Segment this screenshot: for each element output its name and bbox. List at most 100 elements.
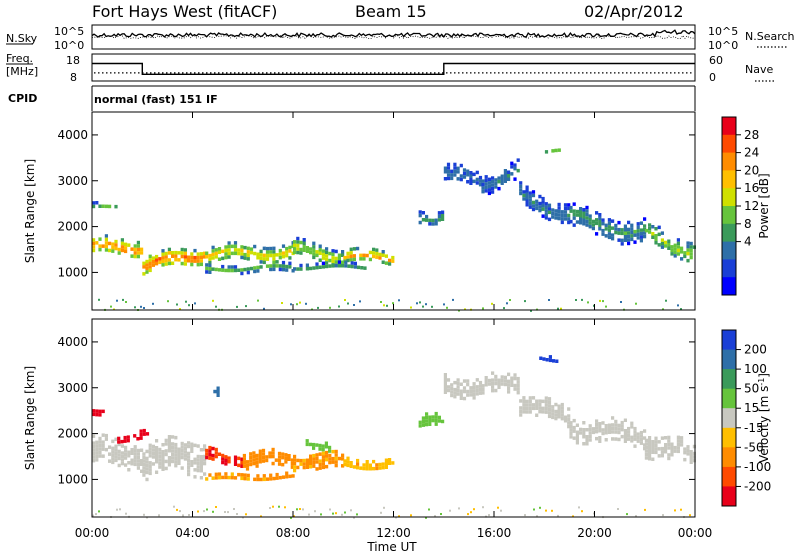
heatmap-cell — [180, 452, 184, 456]
heatmap-cell — [459, 174, 463, 178]
heatmap-cell — [158, 465, 162, 469]
heatmap-cell — [259, 253, 263, 257]
heatmap-cell — [309, 461, 313, 465]
heatmap-cell — [651, 232, 655, 236]
heatmap-cell — [145, 463, 149, 468]
heatmap-cell — [255, 460, 259, 465]
heatmap-cell — [611, 219, 615, 223]
heatmap-cell — [196, 259, 200, 263]
heatmap-cell — [148, 258, 152, 262]
heatmap-cell — [484, 189, 488, 193]
heatmap-cell — [446, 388, 451, 393]
heatmap-cell — [378, 252, 382, 257]
heatmap-cell — [262, 257, 266, 261]
heatmap-cell — [446, 162, 451, 167]
heatmap-cell — [258, 460, 262, 464]
heatmap-cell — [522, 403, 526, 407]
heatmap-cell — [136, 251, 140, 255]
heatmap-cell — [372, 251, 376, 255]
heatmap-cell — [240, 268, 244, 272]
heatmap-cell — [459, 393, 463, 397]
heatmap-cell — [125, 512, 127, 515]
heatmap-cell — [450, 386, 454, 391]
heatmap-cell — [108, 459, 112, 463]
heatmap-cell — [547, 207, 552, 211]
heatmap-cell — [98, 454, 102, 458]
heatmap-cell — [197, 510, 199, 513]
heatmap-cell — [269, 267, 273, 272]
heatmap-cell — [648, 450, 652, 454]
heatmap-cell — [268, 451, 272, 455]
heatmap-cell — [177, 454, 181, 458]
heatmap-cell — [494, 378, 498, 382]
heatmap-cell — [676, 238, 680, 242]
heatmap-cell — [136, 455, 140, 460]
heatmap-cell — [346, 255, 350, 259]
heatmap-cell — [120, 451, 124, 455]
heatmap-cell — [428, 419, 432, 423]
heatmap-cell — [161, 460, 165, 464]
heatmap-cell — [541, 200, 545, 204]
heatmap-cell — [643, 443, 647, 447]
heatmap-cell — [525, 185, 529, 189]
heatmap-cell — [171, 254, 175, 258]
heatmap-cell — [183, 251, 187, 256]
heatmap-cell — [272, 253, 276, 258]
heatmap-cell — [494, 178, 498, 182]
heatmap-cell — [657, 225, 661, 230]
noise-search-label: N.Search — [745, 30, 795, 43]
heatmap-cell — [344, 511, 346, 514]
heatmap-cell — [145, 470, 149, 475]
heatmap-cell — [136, 244, 140, 248]
heatmap-cell — [293, 243, 297, 248]
heatmap-cell — [644, 438, 648, 443]
heatmap-cell — [437, 415, 441, 420]
heatmap-cell — [654, 443, 658, 448]
velocity-colorbar-label: Velocity [m s-1] — [757, 373, 771, 463]
velocity-colorbar-swatches — [722, 330, 736, 507]
colorbar-tick-label: 50 — [744, 382, 759, 396]
colorbar-swatch — [722, 170, 736, 189]
heatmap-cell — [585, 428, 589, 432]
heatmap-cell — [664, 450, 668, 454]
heatmap-cell — [296, 267, 300, 271]
heatmap-cell — [174, 257, 178, 262]
heatmap-cell — [528, 198, 532, 202]
heatmap-cell — [575, 213, 579, 217]
heatmap-cell — [151, 451, 155, 456]
heatmap-cell — [551, 215, 555, 219]
heatmap-cell — [686, 258, 690, 263]
heatmap-cell — [352, 465, 356, 469]
heatmap-cell — [272, 476, 276, 481]
heatmap-cell — [554, 212, 558, 217]
heatmap-cell — [544, 410, 548, 414]
heatmap-cell — [171, 452, 175, 457]
heatmap-cell — [288, 245, 292, 250]
heatmap-cell — [620, 242, 624, 246]
heatmap-cell — [398, 515, 400, 518]
heatmap-cell — [456, 170, 460, 174]
heatmap-cell — [161, 467, 165, 471]
heatmap-cell — [604, 234, 608, 238]
heatmap-cell — [680, 443, 684, 447]
heatmap-cell — [673, 449, 677, 453]
velocity-heatmap — [92, 355, 696, 519]
heatmap-cell — [305, 302, 307, 305]
heatmap-cell — [92, 434, 96, 438]
heatmap-cell — [657, 232, 661, 237]
heatmap-cell — [190, 252, 194, 256]
colorbar-swatch — [722, 188, 736, 207]
heatmap-cell — [516, 390, 520, 395]
heatmap-cell — [579, 431, 583, 435]
heatmap-cell — [318, 265, 322, 269]
heatmap-cell — [139, 436, 143, 440]
heatmap-cell — [664, 436, 668, 440]
heatmap-cell — [328, 445, 332, 450]
heatmap-cell — [510, 172, 514, 176]
heatmap-cell — [285, 246, 289, 251]
heatmap-cell — [627, 238, 631, 242]
heatmap-cell — [343, 462, 347, 467]
heatmap-cell — [667, 453, 671, 457]
heatmap-cell — [441, 214, 445, 218]
heatmap-cell — [174, 456, 178, 461]
